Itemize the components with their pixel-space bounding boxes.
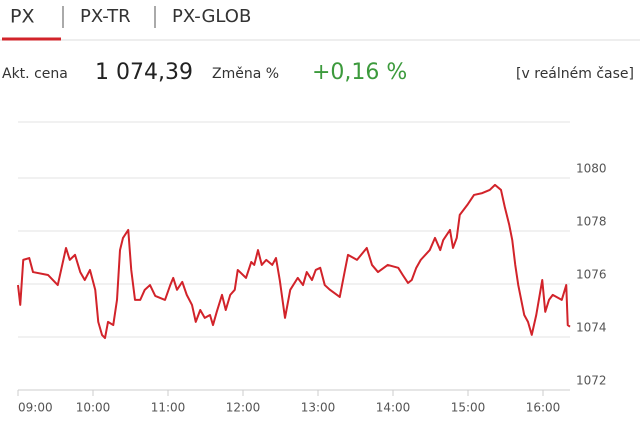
- y-tick-label: 1080: [576, 162, 607, 176]
- price-label: Akt. cena: [2, 66, 68, 82]
- x-tick-label: 13:00: [301, 401, 336, 415]
- x-tick-label: 16:00: [526, 401, 561, 415]
- realtime-note: [v reálném čase]: [516, 66, 634, 82]
- x-tick-label: 14:00: [376, 401, 411, 415]
- tab[interactable]: PX-GLOB: [172, 6, 251, 27]
- x-tick-label: 12:00: [226, 401, 261, 415]
- x-tick-label: 09:00: [18, 401, 53, 415]
- y-tick-label: 1072: [576, 374, 607, 388]
- tab[interactable]: PX: [10, 6, 34, 28]
- y-tick-label: 1076: [576, 268, 607, 282]
- price: 1 074,39: [95, 60, 193, 85]
- x-tick-label: 11:00: [151, 401, 186, 415]
- price-line: [17, 183, 571, 340]
- change-label: Změna %: [212, 66, 279, 82]
- tab[interactable]: PX-TR: [80, 6, 131, 27]
- x-tick-label: 15:00: [451, 401, 486, 415]
- x-tick-label: 10:00: [76, 401, 111, 415]
- y-tick-label: 1078: [576, 215, 607, 229]
- change: +0,16 %: [312, 60, 407, 85]
- y-tick-label: 1074: [576, 321, 607, 335]
